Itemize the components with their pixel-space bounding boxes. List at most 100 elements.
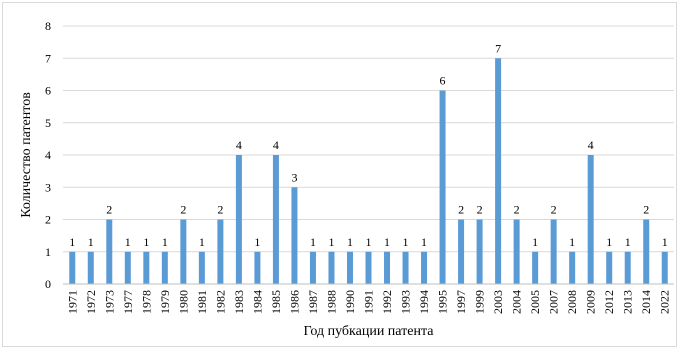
data-label: 4 xyxy=(588,138,594,152)
bar-2007 xyxy=(550,219,557,284)
bar-1983 xyxy=(235,155,242,284)
y-tick-labels: 0 1 2 3 4 5 6 7 8 xyxy=(45,19,51,291)
data-label: 1 xyxy=(162,235,168,249)
data-label: 1 xyxy=(310,235,316,249)
bar-1988 xyxy=(328,251,335,284)
data-label: 1 xyxy=(366,235,372,249)
x-tick-label: 2022 xyxy=(658,290,672,314)
x-tick-label: 1979 xyxy=(158,290,172,314)
x-tick-label: 1978 xyxy=(139,290,153,314)
x-tick-label: 1983 xyxy=(232,290,246,314)
y-tick-label: 8 xyxy=(45,19,51,33)
bar-1973 xyxy=(106,219,113,284)
x-tick-label: 2013 xyxy=(621,290,635,314)
x-tick-label: 2007 xyxy=(547,290,561,314)
data-label: 1 xyxy=(606,235,612,249)
data-label: 2 xyxy=(551,203,557,217)
x-tick-label: 1988 xyxy=(324,290,338,314)
x-tick-label: 2004 xyxy=(510,290,524,314)
y-tick-label: 3 xyxy=(45,180,51,194)
x-tick-label: 2008 xyxy=(565,290,579,314)
y-tick-label: 4 xyxy=(45,148,51,162)
data-label: 2 xyxy=(514,203,520,217)
data-label: 4 xyxy=(273,138,279,152)
bar-2009 xyxy=(587,155,594,284)
x-tick-label: 1984 xyxy=(250,290,264,314)
y-axis-title: Количество патентов xyxy=(19,92,34,218)
data-label: 1 xyxy=(625,235,631,249)
y-tick-label: 0 xyxy=(45,277,51,291)
data-label: 4 xyxy=(236,138,242,152)
x-tick-label: 1982 xyxy=(213,290,227,314)
x-tick-label: 2003 xyxy=(491,290,505,314)
data-label: 2 xyxy=(643,203,649,217)
x-tick-label: 1971 xyxy=(65,290,79,314)
y-tick-label: 5 xyxy=(45,116,51,130)
bar-1995 xyxy=(439,90,446,284)
x-tick-label: 1985 xyxy=(269,290,283,314)
bar-1985 xyxy=(272,155,279,284)
bars xyxy=(69,58,668,284)
x-tick-label: 1980 xyxy=(176,290,190,314)
x-tick-label: 1990 xyxy=(343,290,357,314)
bar-1986 xyxy=(291,187,298,284)
data-label: 1 xyxy=(125,235,131,249)
bar-1980 xyxy=(180,219,187,284)
y-tick-label: 2 xyxy=(45,213,51,227)
bar-1971 xyxy=(69,251,76,284)
x-tick-labels: 1971 1972 1973 1977 1978 1979 1980 1981 1982 1983… xyxy=(65,290,671,314)
data-label: 1 xyxy=(384,235,390,249)
bar-1987 xyxy=(309,251,316,284)
x-tick-label: 1987 xyxy=(306,290,320,314)
gridlines xyxy=(63,25,674,253)
x-tick-label: 2012 xyxy=(602,290,616,314)
y-tick-label: 1 xyxy=(45,245,51,259)
x-tick-label: 1977 xyxy=(121,290,135,314)
bar-1994 xyxy=(421,251,428,284)
bar-1978 xyxy=(143,251,150,284)
data-label: 1 xyxy=(403,235,409,249)
data-label: 1 xyxy=(421,235,427,249)
bar-1993 xyxy=(402,251,409,284)
data-label: 1 xyxy=(88,235,94,249)
bar-2008 xyxy=(569,251,576,284)
data-label: 6 xyxy=(440,74,446,88)
bar-1991 xyxy=(365,251,372,284)
x-tick-label: 1995 xyxy=(436,290,450,314)
x-tick-label: 1991 xyxy=(362,290,376,314)
bar-1972 xyxy=(87,251,94,284)
data-label: 2 xyxy=(106,203,112,217)
bar-1981 xyxy=(198,251,205,284)
bar-2014 xyxy=(643,219,650,284)
bar-2022 xyxy=(661,251,668,284)
y-tick-label: 6 xyxy=(45,84,51,98)
x-tick-label: 1997 xyxy=(454,290,468,314)
data-label: 1 xyxy=(569,235,575,249)
bar-2003 xyxy=(495,58,502,284)
data-label: 1 xyxy=(69,235,75,249)
x-tick-label: 1981 xyxy=(195,290,209,314)
x-tick-label: 1992 xyxy=(380,290,394,314)
bar-1984 xyxy=(254,251,261,284)
x-tick-label: 1993 xyxy=(399,290,413,314)
data-label: 1 xyxy=(143,235,149,249)
bar-2012 xyxy=(606,251,613,284)
bar-2004 xyxy=(513,219,520,284)
bar-1992 xyxy=(384,251,391,284)
bar-2005 xyxy=(532,251,539,284)
bar-2013 xyxy=(624,251,631,284)
bar-1979 xyxy=(161,251,168,284)
x-tick-label: 1973 xyxy=(102,290,116,314)
x-tick-label: 1999 xyxy=(473,290,487,314)
x-tick-label: 2014 xyxy=(639,290,653,314)
x-tick-label: 2009 xyxy=(584,290,598,314)
bar-1977 xyxy=(124,251,131,284)
x-tick-label: 1972 xyxy=(84,290,98,314)
data-label: 2 xyxy=(217,203,223,217)
y-tick-label: 7 xyxy=(45,51,51,65)
bar-1997 xyxy=(458,219,465,284)
x-tick-label: 1986 xyxy=(287,290,301,314)
